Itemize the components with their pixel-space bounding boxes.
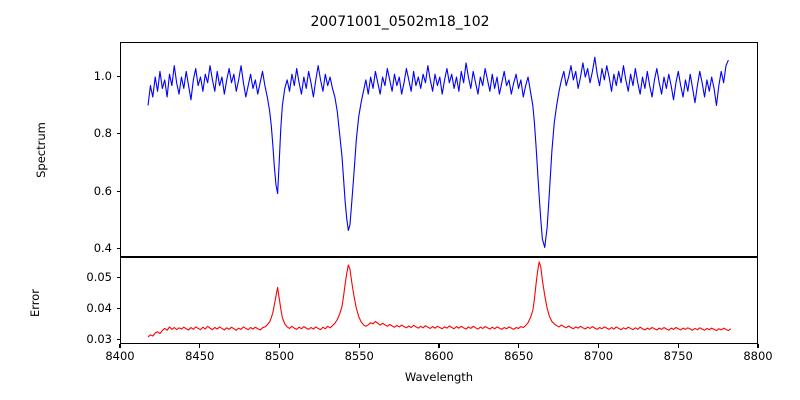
error-line <box>148 262 731 337</box>
y-tick-label: 0.4 <box>93 240 112 255</box>
y-tick-label: 0.04 <box>86 300 112 315</box>
y-axis-label-error: Error <box>28 288 42 318</box>
y-tick-label: 0.6 <box>93 183 112 198</box>
x-axis-label: Wavelength <box>404 370 474 384</box>
x-tick-label: 8750 <box>663 349 693 363</box>
y-tick-mark <box>116 307 120 309</box>
x-tick-label: 8700 <box>583 349 614 363</box>
x-tick-mark <box>358 344 360 348</box>
x-tick-mark <box>677 344 679 348</box>
x-tick-label: 8400 <box>105 349 135 363</box>
y-tick-mark <box>116 247 120 249</box>
y-tick-label: 0.05 <box>86 269 112 284</box>
y-tick-label: 0.03 <box>86 331 112 346</box>
x-tick-mark <box>278 344 281 348</box>
y-tick-mark <box>116 133 120 135</box>
spectrum-panel <box>120 42 758 257</box>
x-tick-label: 8450 <box>185 349 215 363</box>
spectrum-line <box>148 57 728 247</box>
x-tick-label: 8600 <box>424 349 454 363</box>
chart-title: 20071001_0502m18_102 <box>310 14 490 30</box>
x-tick-label: 8550 <box>344 349 374 363</box>
error-panel <box>120 257 758 344</box>
x-tick-label: 8650 <box>504 349 534 363</box>
y-tick-mark <box>116 276 120 278</box>
y-axis-label-spectrum: Spectrum <box>34 122 48 178</box>
spectrum-trace-area <box>121 43 757 256</box>
x-tick-mark <box>119 344 121 348</box>
y-tick-label: 1.0 <box>93 68 112 83</box>
y-tick-mark <box>116 338 120 340</box>
x-tick-label: 8800 <box>743 349 773 363</box>
x-tick-mark <box>518 344 520 348</box>
x-tick-mark <box>199 344 201 348</box>
x-tick-mark <box>438 344 440 348</box>
y-tick-mark <box>116 190 120 192</box>
y-tick-mark <box>116 75 120 77</box>
x-tick-mark <box>757 344 759 348</box>
error-trace-area <box>121 258 757 343</box>
x-tick-mark <box>597 344 600 348</box>
y-tick-label: 0.8 <box>93 126 112 141</box>
x-tick-label: 8500 <box>264 349 295 363</box>
